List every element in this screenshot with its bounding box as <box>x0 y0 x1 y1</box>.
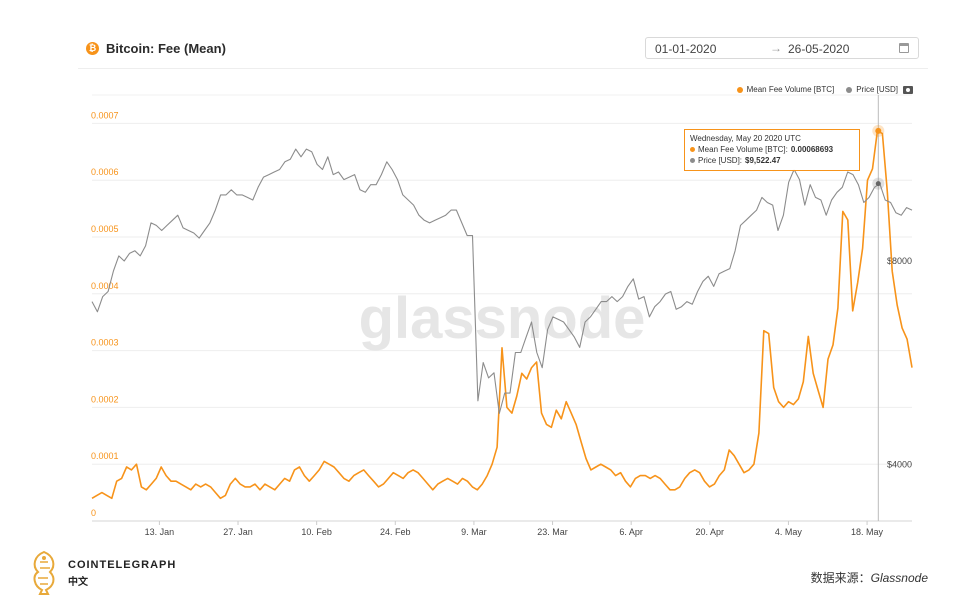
tooltip-price-label: Price [USD]: <box>698 156 743 165</box>
tooltip-fee-label: Mean Fee Volume [BTC]: <box>698 145 788 154</box>
x-tick-label: 20. Apr <box>696 527 725 537</box>
chart-title: Bitcoin: Fee (Mean) <box>106 40 226 56</box>
y-right-tick-label: $8000 <box>887 256 912 266</box>
x-tick-label: 9. Mar <box>461 527 487 537</box>
x-tick-label: 27. Jan <box>223 527 253 537</box>
chart-legend: Mean Fee Volume [BTC] Price [USD] <box>736 85 898 94</box>
legend-label-price: Price [USD] <box>856 85 898 94</box>
hover-point-price <box>875 181 881 187</box>
tooltip-price-row: Price [USD]: $9,522.47 <box>690 155 854 166</box>
x-tick-label: 23. Mar <box>537 527 568 537</box>
x-tick-label: 10. Feb <box>301 527 332 537</box>
fee-series-line <box>91 130 913 500</box>
x-tick-label: 6. Apr <box>619 527 643 537</box>
legend-dot-price <box>846 86 853 93</box>
chart-header: ₿ Bitcoin: Fee (Mean) <box>86 38 226 58</box>
chart-tooltip: Wednesday, May 20 2020 UTC Mean Fee Volu… <box>684 129 860 171</box>
hover-point-fee <box>875 127 882 134</box>
tooltip-date: Wednesday, May 20 2020 UTC <box>690 134 801 143</box>
y-left-tick-label: 0.0007 <box>91 110 119 120</box>
tooltip-dot-fee <box>690 147 695 152</box>
x-tick-label: 18. May <box>851 527 884 537</box>
cointelegraph-logo-icon <box>33 550 55 595</box>
date-start-input[interactable]: 01-01-2020 <box>655 42 717 56</box>
legend-dot-fee <box>736 86 743 93</box>
watermark-text: glassnode <box>359 286 646 351</box>
data-source: 数据来源：Glassnode <box>811 569 928 586</box>
calendar-icon[interactable] <box>899 43 909 53</box>
brand-sub: 中文 <box>68 576 88 588</box>
tooltip-dot-price <box>690 158 695 163</box>
y-left-tick-label: 0.0002 <box>91 394 119 404</box>
price-series-line <box>91 148 913 415</box>
source-prefix: 数据来源： <box>810 571 871 585</box>
y-left-tick-label: 0.0004 <box>91 281 119 291</box>
y-left-tick-label: 0.0005 <box>91 224 119 234</box>
y-left-tick-label: 0.0001 <box>91 451 119 461</box>
tooltip-fee-value: 0.00068693 <box>790 145 834 154</box>
legend-label-fee: Mean Fee Volume [BTC] <box>746 85 835 94</box>
source-name: Glassnode <box>870 571 928 585</box>
tooltip-price-value: $9,522.47 <box>745 156 781 165</box>
brand-name: COINTELEGRAPH <box>68 558 177 571</box>
cointelegraph-brand: COINTELEGRAPH 中文 <box>28 550 176 596</box>
date-end-input[interactable]: 26-05-2020 <box>788 42 850 56</box>
header-divider <box>78 68 928 69</box>
camera-icon[interactable] <box>903 86 913 94</box>
bitcoin-icon: ₿ <box>86 41 99 55</box>
x-tick-label: 24. Feb <box>380 527 411 537</box>
y-left-tick-label: 0.0006 <box>91 167 119 177</box>
y-left-tick-label: 0.0003 <box>91 338 119 348</box>
legend-item-price[interactable]: Price [USD] <box>846 85 898 94</box>
legend-item-fee[interactable]: Mean Fee Volume [BTC] <box>736 85 835 94</box>
y-left-tick-label: 0 <box>91 508 96 518</box>
date-range-picker[interactable]: 01-01-2020 → 26-05-2020 <box>645 37 919 59</box>
arrow-right-icon: → <box>770 41 782 55</box>
tooltip-fee-row: Mean Fee Volume [BTC]: 0.00068693 <box>690 144 854 155</box>
x-tick-label: 13. Jan <box>145 527 175 537</box>
y-right-tick-label: $4000 <box>887 459 912 469</box>
x-tick-label: 4. May <box>775 527 803 537</box>
